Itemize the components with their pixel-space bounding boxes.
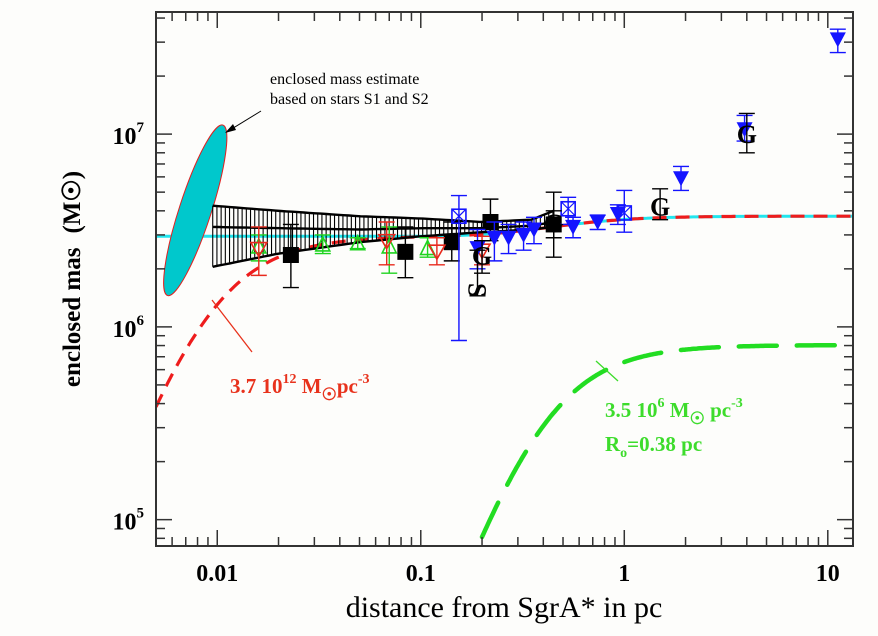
data-point-square [443, 234, 460, 251]
data-point-letter-g: G [472, 241, 492, 270]
y-tick-label: 106 [113, 313, 145, 343]
x-tick-label: 1 [618, 561, 630, 587]
svg-text:enclosed mas(M☉): enclosed mas (M☉) [59, 171, 86, 387]
data-point-triangle-down-filled [515, 227, 532, 243]
green-label-r-sub: o [620, 446, 627, 461]
ellipse-layer [163, 124, 228, 297]
s1-s2-annotation: enclosed mass estimate based on stars S1… [225, 71, 429, 133]
green-curve-annotation: 3.5 106 M☉ pc-3 Ro=0.38 pc [595, 360, 743, 461]
y-axis-title-text: enclosed mas [59, 247, 86, 387]
green-label-m: M [665, 398, 690, 422]
green-pointer-line [595, 360, 619, 382]
svg-text:Ro=0.38 pc: Ro=0.38 pc [605, 432, 702, 461]
data-point-letter-s: S [463, 283, 492, 297]
data-point-letter-g: G [737, 120, 757, 149]
text-layer: distance from SgrA* in pc enclosed mas (M… [59, 71, 743, 624]
green-label-r-value: =0.38 pc [627, 432, 702, 456]
red-label-sun-icon: ☉ [322, 385, 337, 404]
data-point-triangle-down-filled [486, 230, 503, 246]
red-label-pc: pc [337, 374, 358, 398]
green-label-exp: 6 [658, 396, 665, 411]
red-label-exp: 12 [283, 372, 297, 387]
data-point-triangle-down [249, 241, 269, 259]
x-tick-label: 0.1 [406, 561, 436, 587]
data-point-triangle-down-filled [673, 171, 690, 187]
axes-frame [155, 11, 854, 547]
data-point-triangle-down-filled [565, 219, 582, 235]
stellar-cluster-curve [479, 342, 853, 540]
green-label-pc-exp: -3 [731, 396, 743, 411]
data-point-triangle [349, 233, 367, 251]
x-tick-label: 0.01 [196, 561, 238, 587]
data-point-letter-g: G [650, 193, 670, 222]
green-label-r: R [605, 432, 621, 456]
data-point-square [397, 243, 414, 260]
green-label-coef: 3.5 10 [605, 398, 658, 422]
green-label-sun-icon: ☉ [690, 409, 705, 428]
annotation-arrow-line [229, 110, 262, 131]
y-axis-unit: (M☉) [59, 171, 86, 234]
svg-text:3.5 106 M☉ pc-3: 3.5 106 M☉ pc-3 [605, 396, 743, 428]
x-axis-title: distance from SgrA* in pc [346, 591, 663, 624]
data-point-triangle-down-filled [829, 32, 846, 48]
data-point-box-cross [451, 208, 467, 224]
plot-area [156, 12, 853, 546]
y-tick-label: 107 [113, 120, 145, 150]
data-point-triangle-down-filled [500, 230, 517, 246]
red-label-pc-exp: -3 [358, 372, 370, 387]
y-axis-title: enclosed mas (M☉) [59, 171, 86, 387]
data-point-box-cross [560, 201, 576, 217]
y-tick-label: 105 [113, 506, 145, 536]
s1-s2-ellipse [163, 124, 228, 297]
x-tick-label: 10 [816, 561, 840, 587]
annotation-line-1: enclosed mass estimate [270, 71, 419, 88]
data-point-triangle-down-filled [525, 222, 542, 238]
red-label-coef: 3.7 10 [230, 374, 283, 398]
data-point-square [282, 246, 299, 263]
green-label-pc: pc [705, 398, 731, 422]
data-point-letter-g: G [544, 209, 564, 238]
data-point-triangle-down-filled [589, 215, 606, 231]
axes-layer: 0.01 0.1 1 10 105 106 107 [113, 11, 854, 587]
data-point-box [560, 200, 576, 217]
data-point-triangle-down-filled [736, 122, 753, 138]
svg-text:3.7 1012 M☉pc-3: 3.7 1012 M☉pc-3 [230, 372, 370, 404]
data-point-triangle [314, 235, 332, 252]
data-point-triangle-down [427, 244, 447, 261]
red-curve-annotation: 3.7 1012 M☉pc-3 [211, 299, 370, 404]
data-point-triangle-down-filled [609, 207, 626, 223]
data-point-box [451, 208, 467, 225]
annotation-line-2: based on stars S1 and S2 [270, 91, 429, 108]
series-blue-filled-inverted-triangles [469, 28, 846, 270]
red-pointer-line [211, 299, 253, 353]
data-point-triangle-down [377, 233, 397, 251]
red-label-m: M [297, 374, 322, 398]
annotation-arrowhead-icon [225, 124, 236, 133]
series-blue-open-boxed-crosses [450, 189, 633, 342]
